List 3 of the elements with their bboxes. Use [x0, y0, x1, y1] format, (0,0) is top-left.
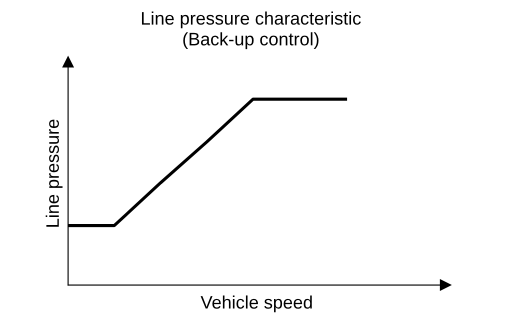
y-axis-title: Line pressure — [46, 120, 63, 227]
x-axis-title: Vehicle speed — [200, 295, 312, 312]
chart-title: Line pressure characteristic (Back-up control) — [142, 11, 361, 50]
